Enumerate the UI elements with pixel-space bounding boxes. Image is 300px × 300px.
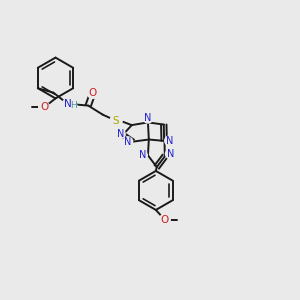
Circle shape — [62, 99, 73, 110]
Circle shape — [39, 102, 50, 113]
Circle shape — [116, 129, 125, 139]
Text: N: N — [144, 113, 152, 123]
Circle shape — [70, 102, 77, 110]
Text: N: N — [64, 99, 72, 109]
Text: O: O — [88, 88, 97, 98]
Text: O: O — [40, 102, 48, 112]
Circle shape — [138, 151, 147, 160]
Text: O: O — [161, 214, 169, 224]
Circle shape — [160, 214, 170, 225]
Circle shape — [87, 88, 98, 98]
Circle shape — [123, 137, 133, 146]
Circle shape — [165, 136, 174, 146]
Text: S: S — [113, 116, 119, 126]
Text: H: H — [70, 101, 76, 110]
Text: N: N — [166, 136, 173, 146]
Circle shape — [110, 115, 122, 127]
Text: N: N — [139, 150, 146, 160]
Circle shape — [166, 149, 175, 159]
Text: N: N — [124, 137, 131, 147]
Circle shape — [143, 113, 153, 123]
Text: N: N — [167, 149, 174, 159]
Text: N: N — [117, 129, 124, 139]
